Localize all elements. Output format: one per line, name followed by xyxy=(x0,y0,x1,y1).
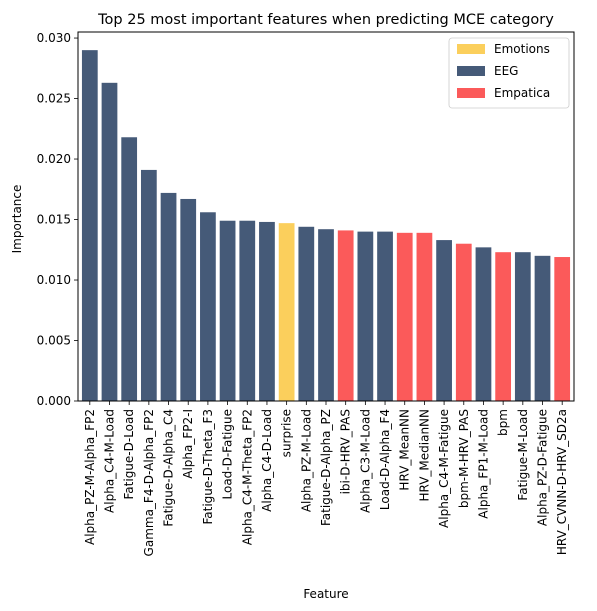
bar-24 xyxy=(534,255,551,401)
bar-12 xyxy=(298,226,315,401)
x-tick-label: Load-D-Alpha_F4 xyxy=(378,409,392,510)
x-tick-label: surprise xyxy=(280,409,294,457)
x-tick-label: Fatigue-D-Theta_F3 xyxy=(201,409,215,525)
legend-swatch-eeg xyxy=(457,66,485,76)
x-tick-label: Alpha_FP1-M-Load xyxy=(476,409,490,519)
y-tick-label: 0.000 xyxy=(37,394,71,408)
legend-label-eeg: EEG xyxy=(494,64,518,78)
bar-3 xyxy=(121,137,138,401)
y-tick-label: 0.010 xyxy=(37,273,71,287)
bar-22 xyxy=(495,252,512,401)
x-tick-label: Gamma_F4-D-Alpha_FP2 xyxy=(142,409,156,556)
y-tick-label: 0.015 xyxy=(37,213,71,227)
x-tick-label: Fatigue-D-Alpha_C4 xyxy=(162,409,176,527)
bar-10 xyxy=(259,221,275,401)
legend: Emotions EEG Empatica xyxy=(448,37,570,109)
bar-8 xyxy=(219,220,236,401)
bar-5 xyxy=(160,192,177,401)
y-axis: 0.000 0.005 0.010 0.015 0.020 0.025 0.030 xyxy=(37,31,78,408)
bar-20 xyxy=(455,243,472,401)
y-axis-label: Importance xyxy=(10,185,24,254)
bar-16 xyxy=(377,231,393,401)
bar-6 xyxy=(180,198,197,401)
x-tick-label: Alpha_PZ-M-Load xyxy=(299,409,313,512)
x-tick-label: Fatigue-D-Alpha_PZ xyxy=(319,409,333,526)
x-tick-label: Fatigue-D-Load xyxy=(122,409,136,500)
bar-13 xyxy=(318,229,334,401)
x-tick-label: HRV_CVNN-D-HRV_SD2a xyxy=(555,409,569,555)
x-tick-label: Alpha_PZ-D-Fatigue xyxy=(536,409,550,526)
x-tick-label: Alpha_C4-M-Fatigue xyxy=(437,409,451,528)
bar-9 xyxy=(239,220,256,401)
x-tick-label: Load-D-Fatigue xyxy=(221,409,235,500)
bars-group xyxy=(81,50,571,402)
y-tick-label: 0.005 xyxy=(37,334,71,348)
legend-swatch-empatica xyxy=(457,88,485,98)
x-tick-label: Alpha_C3-M-Load xyxy=(358,409,372,513)
bar-25 xyxy=(554,257,571,401)
y-tick-label: 0.030 xyxy=(37,31,71,45)
bar-7 xyxy=(200,212,216,401)
bar-2 xyxy=(101,82,118,401)
x-tick-label: Alpha_C4-M-Theta_FP2 xyxy=(240,409,254,545)
legend-swatch-emotions xyxy=(457,44,485,54)
bar-18 xyxy=(416,232,433,401)
x-tick-label: HRV_MeanNN xyxy=(398,409,412,491)
x-tick-label: Fatigue-M-Load xyxy=(516,409,530,501)
plot-area: 0.000 0.005 0.010 0.015 0.020 0.025 0.030 Alph… xyxy=(37,31,575,556)
legend-label-empatica: Empatica xyxy=(494,86,550,100)
x-tick-label: Alpha_FP2-I xyxy=(181,409,195,479)
x-tick-label: ibi-D-HRV_PAS xyxy=(339,409,353,494)
x-tick-label: bpm xyxy=(496,409,510,436)
y-tick-label: 0.025 xyxy=(37,92,71,106)
bar-23 xyxy=(514,252,531,401)
bar-19 xyxy=(436,240,452,401)
chart-title: Top 25 most important features when pred… xyxy=(97,12,554,28)
bar-4 xyxy=(140,169,157,401)
x-axis: Alpha_PZ-M-Alpha_FP2 Alpha_C4-M-Load Fatig… xyxy=(83,401,569,556)
x-tick-label: Alpha_PZ-M-Alpha_FP2 xyxy=(83,409,97,545)
bar-14 xyxy=(337,230,354,401)
bar-1 xyxy=(81,50,98,402)
bar-17 xyxy=(396,232,413,401)
x-tick-label: HRV_MedianNN xyxy=(417,409,431,502)
x-tick-label: Alpha_C4-D-Load xyxy=(260,409,274,512)
bar-15 xyxy=(357,231,374,401)
bar-11 xyxy=(278,223,295,401)
x-tick-label: bpm-M-HRV_PAS xyxy=(457,409,471,508)
bar-21 xyxy=(475,247,492,401)
y-tick-label: 0.020 xyxy=(37,152,71,166)
x-tick-label: Alpha_C4-M-Load xyxy=(102,409,116,513)
legend-label-emotions: Emotions xyxy=(494,42,550,56)
x-axis-label: Feature xyxy=(303,587,348,601)
plot-frame xyxy=(77,31,575,402)
